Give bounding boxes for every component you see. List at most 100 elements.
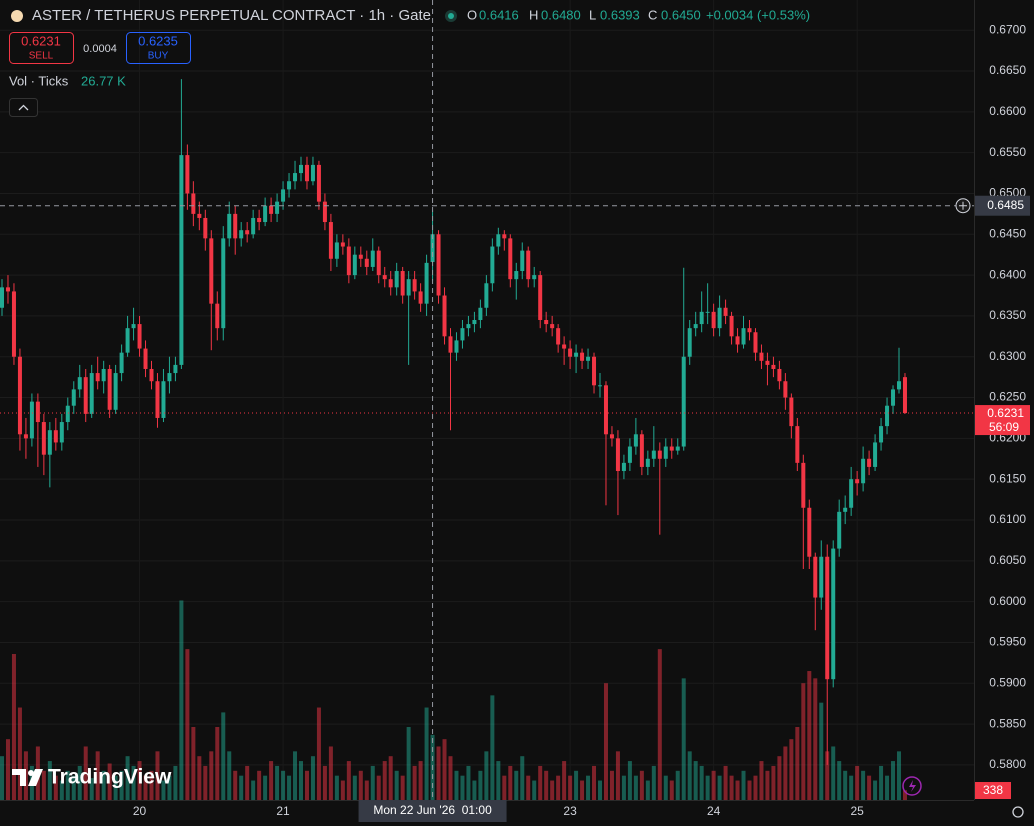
y-tick-label: 0.5900 [989, 675, 1026, 689]
candle-body [831, 548, 836, 680]
volume-bar [735, 780, 740, 800]
x-tick-label: 23 [563, 804, 577, 818]
legend-key: C [648, 7, 657, 22]
candle-body [735, 336, 740, 345]
add-alert-plus [959, 201, 967, 210]
candle-body [663, 446, 668, 459]
candle-body [717, 307, 722, 329]
watermark: TradingView [12, 766, 172, 789]
volume-bar [131, 765, 136, 800]
candle-body [825, 556, 830, 680]
collapse-button[interactable] [9, 98, 38, 117]
candle-body [819, 556, 824, 598]
volume-bar [239, 775, 244, 800]
candle-body [173, 364, 178, 374]
candle-body [807, 507, 812, 557]
watermark-logo [28, 770, 34, 776]
volume-bar [460, 775, 465, 800]
candle-body [287, 181, 292, 190]
candle-body [370, 250, 375, 267]
candle-body [346, 246, 351, 276]
symbol-logo [11, 10, 23, 22]
x-tick-label: 24 [707, 804, 721, 818]
candle-body [233, 213, 238, 239]
volume-bar [711, 770, 716, 800]
candle-body [897, 381, 901, 390]
candle-body [711, 311, 716, 329]
candle-body [131, 324, 136, 329]
candle-body [466, 324, 471, 329]
volume-bar [544, 770, 549, 800]
candle-body [526, 250, 531, 280]
candle-body [430, 234, 435, 263]
volume-bar [328, 746, 333, 800]
volume-bar [855, 765, 860, 800]
candle-body [514, 271, 519, 280]
sell-button[interactable] [9, 32, 74, 64]
volume-bar [813, 678, 818, 800]
candle-body [502, 234, 507, 239]
candle-body [251, 217, 256, 235]
volume-bar [897, 751, 901, 800]
legend-key: L [589, 7, 596, 22]
volume-bar [113, 775, 118, 800]
alert-icon[interactable] [902, 776, 922, 796]
candle-body [490, 246, 495, 284]
candle-body [275, 201, 280, 214]
volume-bar [418, 761, 423, 800]
candle-body [586, 356, 591, 361]
candle-body [71, 389, 76, 406]
volume-bar [723, 765, 728, 800]
candle-body [687, 328, 692, 357]
candle-body [101, 368, 106, 382]
candle-body [550, 324, 555, 329]
volume-bar [263, 775, 268, 800]
volume-bar [287, 775, 292, 800]
volume-bar [705, 775, 710, 800]
volume-bar [783, 746, 788, 800]
candle-body [358, 254, 363, 259]
volume-bar [185, 649, 190, 800]
volume-bar [621, 775, 626, 800]
y-tick-label: 0.6000 [989, 594, 1026, 608]
y-tick-label: 0.6100 [989, 512, 1026, 526]
volume-bar [59, 780, 64, 800]
buy-button[interactable] [126, 32, 191, 64]
candle-body [257, 217, 262, 223]
candle-body [65, 405, 70, 423]
volume-bar [891, 761, 896, 800]
volume-bar [53, 775, 58, 800]
volume-bar [5, 739, 10, 800]
symbol-title[interactable]: ASTER / TETHERUS PERPETUAL CONTRACT · 1h… [32, 7, 431, 24]
volume-bar [693, 761, 698, 800]
candle-body [771, 364, 776, 369]
candle-body [113, 373, 118, 410]
candle-body [484, 283, 489, 308]
crosshair-price-box [975, 195, 1030, 216]
candle-body [185, 155, 190, 194]
volume-bar [639, 770, 644, 800]
settings-icon[interactable] [1012, 806, 1024, 818]
volume-bar [837, 761, 842, 800]
candle-body [580, 352, 585, 361]
sell-price: 0.6231 [21, 33, 61, 48]
candle-body [609, 434, 614, 439]
volume-bar [508, 765, 513, 800]
candle-body [406, 279, 411, 296]
candle-body [873, 442, 878, 467]
volume-bar [663, 775, 668, 800]
y-tick-label: 0.5850 [989, 716, 1026, 730]
candle-body [269, 205, 274, 214]
candle-body [281, 189, 286, 202]
volume-bar [334, 775, 339, 800]
candle-body [603, 385, 608, 435]
volume-bar [586, 775, 591, 800]
volume-bar [627, 761, 632, 800]
last-price-box [975, 405, 1030, 436]
candle-body [191, 193, 196, 214]
volume-bar [556, 775, 561, 800]
candle-body [23, 434, 28, 439]
volume-bar [448, 756, 453, 800]
volume-bar [526, 775, 531, 800]
